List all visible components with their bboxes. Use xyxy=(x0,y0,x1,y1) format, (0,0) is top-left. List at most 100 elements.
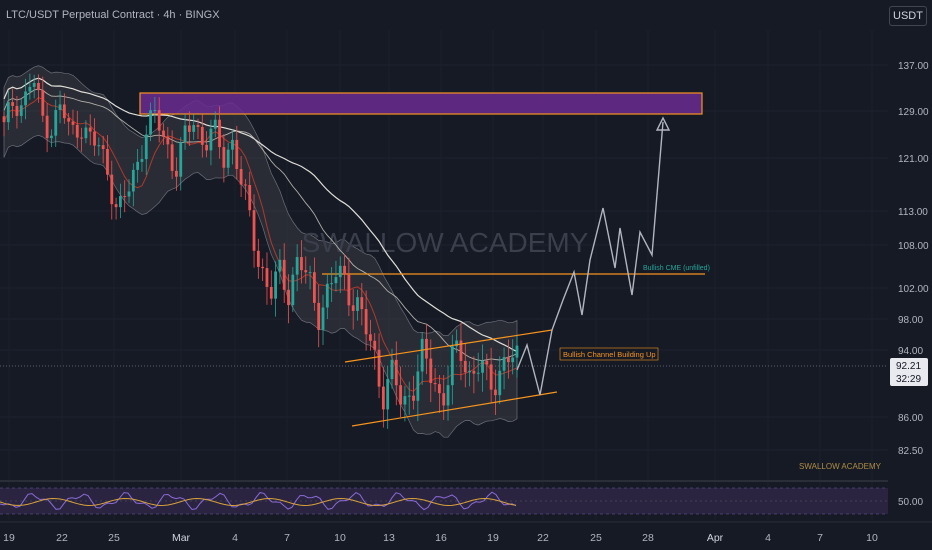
candle-body xyxy=(187,125,191,132)
candle-body xyxy=(261,266,265,269)
candle-body xyxy=(502,357,506,371)
candle-body xyxy=(304,270,308,273)
candle-body xyxy=(433,383,437,385)
time-tick-label: 13 xyxy=(383,532,395,544)
candle-body xyxy=(291,274,295,306)
channel-upper-line[interactable] xyxy=(344,329,553,363)
candle-body xyxy=(394,359,398,386)
candle-body xyxy=(364,309,368,335)
candle-body xyxy=(162,130,165,137)
time-tick-label: 7 xyxy=(284,532,290,544)
price-tick-label: 98.00 xyxy=(898,315,923,326)
candle-body xyxy=(282,259,286,290)
candlestick-series xyxy=(2,73,519,429)
candle-body xyxy=(127,191,131,197)
time-tick-label: 10 xyxy=(334,532,346,544)
candle-body xyxy=(58,104,62,111)
time-tick-label: 10 xyxy=(866,532,878,544)
candle-body xyxy=(149,110,152,135)
candle-body xyxy=(472,370,476,374)
candle-body xyxy=(442,393,446,406)
price-axis-labels: 137.00 129.00 121.00 113.00 108.00 102.00 98.0… xyxy=(898,61,929,457)
candle-body xyxy=(506,357,510,363)
candle-body xyxy=(360,297,364,310)
candle-body xyxy=(71,121,75,125)
candle-body xyxy=(312,272,316,303)
price-tick-label: 82.50 xyxy=(898,446,923,457)
candle-body xyxy=(321,307,325,330)
cme-gap-label: Bullish CME (unfilled) xyxy=(643,265,710,272)
moving-average-long xyxy=(3,77,518,353)
candle-body xyxy=(28,86,32,92)
candle-body xyxy=(11,102,15,106)
candle-body xyxy=(175,170,178,177)
footer-watermark: SWALLOW ACADEMY xyxy=(799,462,882,471)
candle-body xyxy=(244,184,247,186)
candle-body xyxy=(274,271,277,299)
candle-body xyxy=(209,128,213,151)
time-tick-label: 25 xyxy=(108,532,120,544)
candle-body xyxy=(24,91,27,106)
candle-body xyxy=(347,274,351,306)
candle-body xyxy=(170,144,174,171)
candle-body xyxy=(67,118,71,122)
candle-body xyxy=(455,340,459,347)
currency-button[interactable]: USDT xyxy=(889,6,927,26)
current-price-value: 92.21 xyxy=(896,361,921,372)
candle-body xyxy=(300,257,303,271)
resistance-zone[interactable] xyxy=(139,92,703,115)
candle-body xyxy=(157,110,161,131)
candle-body xyxy=(377,349,381,387)
projection-arrowhead xyxy=(655,116,671,131)
candle-body xyxy=(166,136,170,145)
candle-body xyxy=(489,364,493,390)
candle-body xyxy=(343,265,346,275)
candle-body xyxy=(498,370,502,396)
pane-separator xyxy=(0,480,888,482)
candle-body xyxy=(75,124,79,138)
candle-body xyxy=(256,250,260,267)
price-tick-label: 113.00 xyxy=(898,207,928,218)
time-tick-label: 28 xyxy=(642,532,654,544)
candle-body xyxy=(239,168,243,185)
candle-body xyxy=(468,370,471,373)
time-tick-label: 19 xyxy=(487,532,499,544)
channel-lower-line[interactable] xyxy=(351,391,558,427)
candle-body xyxy=(356,297,359,311)
time-tick-label: 22 xyxy=(537,532,549,544)
candle-body xyxy=(248,185,252,211)
time-tick-label: Mar xyxy=(172,532,191,544)
channel-label: Bullish Channel Building Up xyxy=(563,350,656,359)
rsi-axis-label: 50.00 xyxy=(898,497,923,508)
candle-body xyxy=(97,145,101,147)
time-axis[interactable]: 19 22 25 Mar 4 7 10 13 16 19 22 25 28 Apr 4 7 10 xyxy=(3,532,878,544)
candle-body xyxy=(252,210,256,251)
candle-body xyxy=(485,360,489,365)
candle-body xyxy=(269,286,273,299)
candle-body xyxy=(37,82,40,91)
candle-body xyxy=(15,105,19,116)
candle-body xyxy=(317,302,321,330)
time-tick-label: 7 xyxy=(817,532,823,544)
candle-body xyxy=(123,196,127,198)
candle-body xyxy=(420,338,424,372)
candle-body xyxy=(2,116,6,123)
candle-body xyxy=(369,334,372,341)
candle-body xyxy=(515,345,519,358)
candle-body xyxy=(231,139,234,150)
price-projection-path[interactable] xyxy=(516,121,664,396)
symbol-title[interactable]: LTC/USDT Perpetual Contract · 4h · BINGX xyxy=(6,9,220,21)
candle-body xyxy=(136,161,140,170)
time-tick-label: 25 xyxy=(590,532,602,544)
candle-body xyxy=(459,340,463,361)
moving-average-mid xyxy=(3,88,518,362)
price-tick-label: 86.00 xyxy=(898,413,923,424)
rsi-band xyxy=(0,488,888,514)
candle-body xyxy=(84,127,88,139)
price-axis[interactable] xyxy=(888,30,932,520)
candle-body xyxy=(386,379,390,410)
candle-body xyxy=(192,125,196,132)
candle-body xyxy=(334,277,338,284)
candle-body xyxy=(287,289,290,306)
